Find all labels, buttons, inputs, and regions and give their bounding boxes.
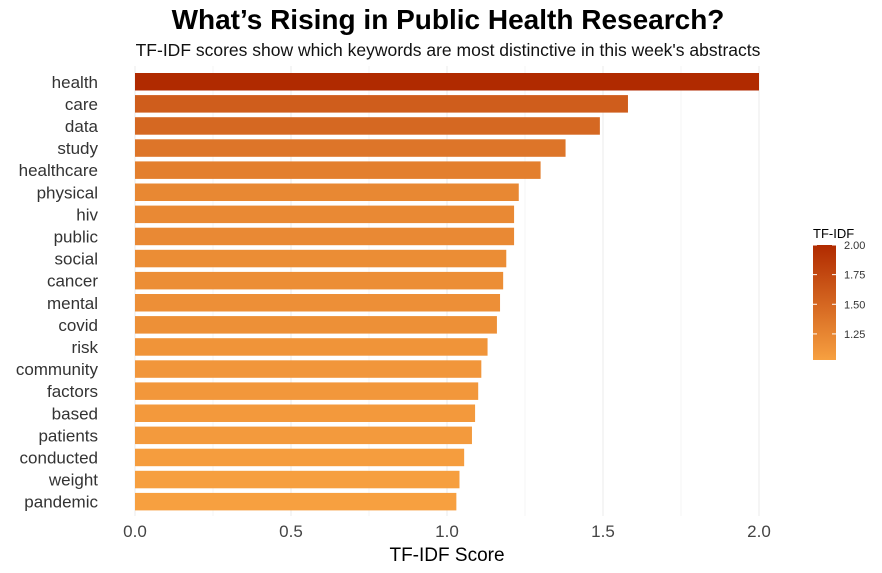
legend-tick-label: 1.25 — [844, 329, 865, 341]
bar-community — [135, 360, 482, 378]
chart-subtitle: TF-IDF scores show which keywords are mo… — [135, 40, 761, 60]
category-label: hiv — [76, 205, 98, 224]
bar-weight — [135, 470, 460, 489]
bar-social — [135, 249, 507, 268]
category-label: based — [52, 404, 98, 423]
x-tick-label: 0.0 — [123, 522, 147, 541]
category-label: patients — [38, 426, 98, 445]
bar-pandemic — [135, 492, 457, 511]
bar-risk — [135, 338, 488, 356]
category-label: social — [55, 250, 98, 269]
legend-tick-label: 1.75 — [844, 270, 865, 282]
category-label: cancer — [47, 272, 98, 291]
bar-factors — [135, 382, 479, 400]
category-label: factors — [47, 382, 98, 401]
bars — [135, 73, 759, 511]
bar-healthcare — [135, 161, 541, 179]
legend-tick-label: 2.00 — [844, 240, 865, 252]
bar-study — [135, 139, 566, 157]
bar-care — [135, 95, 628, 113]
category-label: risk — [72, 338, 99, 357]
x-tick-label: 2.0 — [747, 522, 771, 541]
category-label: covid — [58, 316, 98, 335]
legend-ticks: 2.00 1.75 1.50 1.25 — [813, 240, 865, 341]
category-label: health — [52, 73, 98, 92]
category-label: care — [65, 95, 98, 114]
x-tick-label: 1.0 — [435, 522, 459, 541]
legend-tick-label: 1.50 — [844, 299, 865, 311]
category-label: physical — [37, 183, 98, 202]
x-tick-label: 0.5 — [279, 522, 303, 541]
category-labels: healthcaredatastudyhealthcarephysicalhiv… — [16, 73, 99, 512]
bar-patients — [135, 426, 472, 445]
bar-physical — [135, 183, 519, 201]
x-axis-ticks: 0.0 0.5 1.0 1.5 2.0 — [123, 522, 771, 541]
category-label: conducted — [20, 448, 98, 467]
legend: TF-IDF 2.00 1.75 1.50 1.25 — [813, 226, 865, 360]
x-tick-label: 1.5 — [591, 522, 615, 541]
bar-covid — [135, 316, 497, 334]
category-label: healthcare — [19, 161, 98, 180]
bar-cancer — [135, 271, 504, 290]
bar-mental — [135, 294, 501, 312]
legend-title: TF-IDF — [813, 226, 854, 241]
bar-based — [135, 404, 476, 422]
bar-conducted — [135, 448, 465, 467]
legend-color-bar — [813, 245, 836, 360]
category-label: study — [57, 139, 98, 158]
category-label: data — [65, 117, 99, 136]
category-label: public — [54, 227, 99, 246]
bar-health — [135, 73, 759, 91]
category-label: mental — [47, 294, 98, 313]
category-label: pandemic — [24, 493, 98, 512]
x-axis-title: TF-IDF Score — [389, 545, 504, 566]
bar-hiv — [135, 205, 515, 224]
category-label: weight — [48, 471, 98, 490]
bar-data — [135, 117, 600, 135]
bar-public — [135, 227, 515, 246]
chart-title: What’s Rising in Public Health Research? — [171, 4, 725, 35]
category-label: community — [16, 360, 99, 379]
